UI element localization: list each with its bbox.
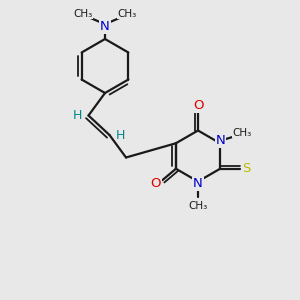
- Text: O: O: [151, 177, 161, 190]
- Text: O: O: [193, 99, 203, 112]
- Text: H: H: [116, 128, 126, 142]
- Text: S: S: [242, 162, 250, 175]
- Text: N: N: [100, 20, 110, 34]
- Text: CH₃: CH₃: [188, 201, 208, 211]
- Text: N: N: [216, 134, 226, 147]
- Text: CH₃: CH₃: [232, 128, 251, 138]
- Text: CH₃: CH₃: [73, 8, 92, 19]
- Text: H: H: [72, 109, 82, 122]
- Text: N: N: [193, 177, 203, 190]
- Text: CH₃: CH₃: [118, 8, 137, 19]
